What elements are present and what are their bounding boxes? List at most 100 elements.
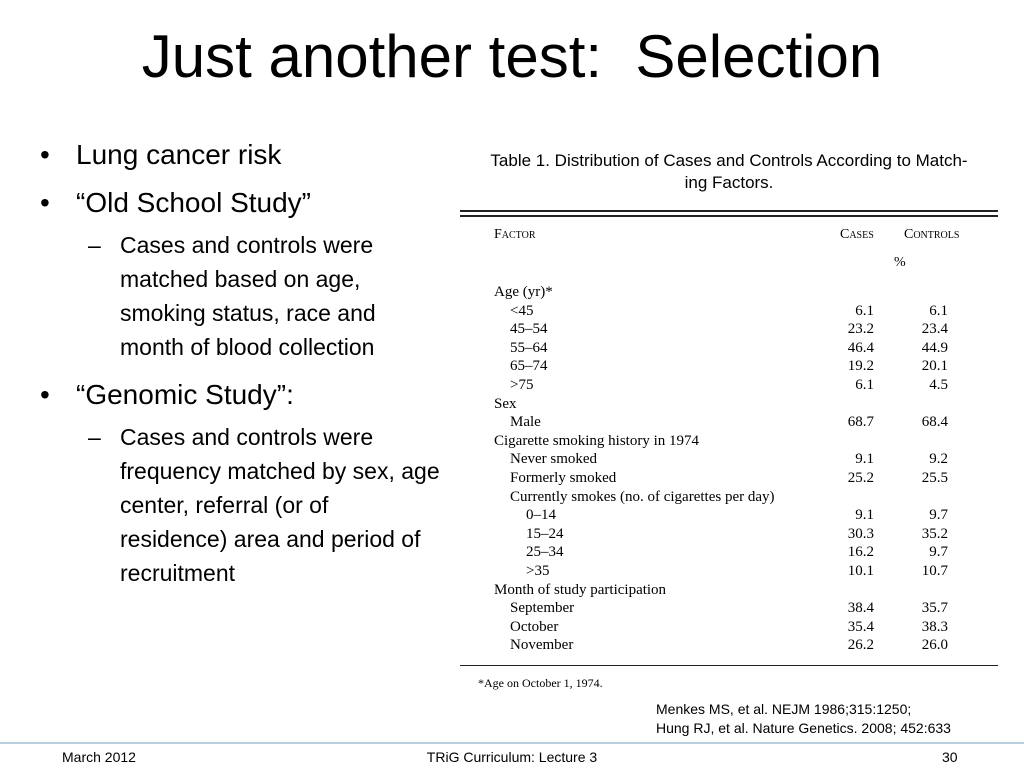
bullet-text: Lung cancer risk [76,139,282,170]
controls-value: 9.7 [929,507,948,524]
header-controls: Controls [904,227,960,242]
row-label: Age (yr)* [494,284,553,300]
sub-bullet-item: – Cases and controls were frequency match… [40,420,440,590]
controls-value: 68.4 [921,414,948,431]
table-header: Factor Cases Controls [460,227,998,249]
footer-course: TRiG Curriculum: Lecture 3 [426,749,598,765]
table-row: November 26.2 26.0 [460,636,998,655]
controls-value: 26.0 [921,637,948,654]
controls-value: 38.3 [921,618,948,635]
bullet-item: • “Old School Study” [40,186,440,220]
footer-page-number: 30 [942,749,958,765]
row-label: 55–64 [510,339,548,356]
table-row: >75 6.1 4.5 [460,376,998,395]
table-row: 55–64 46.4 44.9 [460,339,998,358]
sub-bullet-marker: – [88,424,101,450]
row-label: Male [510,414,541,431]
sub-bullet-marker: – [88,232,101,258]
table-bottom-rule [460,664,998,666]
table-row: <45 6.1 6.1 [460,302,998,321]
controls-value: 9.2 [929,451,948,468]
table-row: Currently smokes (no. of cigarettes per … [460,488,998,507]
cases-value: 23.2 [847,321,874,338]
table-row: >35 10.1 10.7 [460,562,998,581]
table-caption-line-1: Table 1. Distribution of Cases and Contr… [490,151,968,170]
cases-value: 30.3 [847,525,874,542]
table-row: Formerly smoked 25.2 25.5 [460,469,998,488]
sub-bullet-text: Cases and controls were frequency matche… [120,424,440,586]
table-row: Male 68.7 68.4 [460,413,998,432]
sub-bullet-item: – Cases and controls were matched based o… [40,228,440,364]
bullet-item: • “Genomic Study”: [40,378,440,412]
row-label: >75 [510,376,534,393]
header-factor: Factor [494,227,536,242]
controls-value: 35.2 [921,525,948,542]
controls-value: 44.9 [921,339,948,356]
citation-line-2: Hung RJ, et al. Nature Genetics. 2008; 4… [656,720,951,736]
table-row: October 35.4 38.3 [460,618,998,637]
table-figure: Table 1. Distribution of Cases and Contr… [460,150,998,691]
row-label: Currently smokes (no. of cigarettes per … [510,488,775,505]
bullet-text: “Genomic Study”: [76,379,294,410]
row-label: Never smoked [510,451,598,468]
controls-value: 23.4 [921,321,948,338]
table-footnote: *Age on October 1, 1974. [478,675,603,690]
controls-value: 6.1 [929,302,948,319]
bullet-marker: • [40,139,50,170]
controls-value: 4.5 [929,376,948,393]
table-row: Month of study participation [460,581,998,600]
footer-date: March 2012 [62,749,136,765]
controls-value: 20.1 [921,358,948,375]
row-label: Sex [494,395,517,412]
footer-divider [0,742,1024,744]
table-caption-line-2: ing Factors. [684,173,774,192]
cases-value: 9.1 [855,507,874,524]
cases-value: 6.1 [855,376,874,393]
table-row: 15–24 30.3 35.2 [460,525,998,544]
row-label: 65–74 [510,358,548,375]
table-caption: Table 1. Distribution of Cases and Contr… [460,150,998,194]
controls-value: 25.5 [921,469,948,486]
bullet-list: • Lung cancer risk • “Old School Study” – Cas… [40,138,440,604]
controls-value: 35.7 [921,600,948,617]
bullet-text: “Old School Study” [76,187,311,218]
table-row: Sex [460,395,998,414]
row-label: November [510,637,574,654]
slide-title: Just another test: Selection [141,23,883,90]
sub-bullet-text: Cases and controls were matched based on… [120,232,376,360]
row-label: <45 [510,302,534,319]
header-cases: Cases [840,227,874,242]
bullet-marker: • [40,187,50,218]
cases-value: 26.2 [847,637,874,654]
table-body: Age (yr)* <45 6.1 6.1 45–54 23.2 23.4 55–64 46.4… [460,283,998,655]
row-label: >35 [526,562,550,579]
row-label: October [510,618,559,635]
cases-value: 25.2 [847,469,874,486]
citation-line-1: Menkes MS, et al. NEJM 1986;315:1250; [656,701,912,717]
table-row: September 38.4 35.7 [460,599,998,618]
cases-value: 10.1 [847,562,874,579]
cases-value: 68.7 [847,414,874,431]
table-row: Never smoked 9.1 9.2 [460,450,998,469]
row-label: Cigarette smoking history in 1974 [494,432,699,449]
cases-value: 9.1 [855,451,874,468]
bullet-marker: • [40,379,50,410]
cases-value: 6.1 [855,302,874,319]
cases-value: 19.2 [847,358,874,375]
citation: Menkes MS, et al. NEJM 1986;315:1250; Hu… [656,700,951,738]
row-label: Month of study participation [494,581,667,598]
controls-value: 10.7 [921,562,948,579]
cases-value: 38.4 [847,600,874,617]
row-label: 15–24 [526,525,564,542]
row-label: Formerly smoked [510,469,617,486]
table-row: 25–34 16.2 9.7 [460,543,998,562]
table-unit: % [894,255,906,270]
table-row: 0–14 9.1 9.7 [460,506,998,525]
table-row: 45–54 23.2 23.4 [460,320,998,339]
table-unit-row: % [460,249,998,283]
cases-value: 16.2 [847,544,874,561]
table-row: Cigarette smoking history in 1974 [460,432,998,451]
row-label: 0–14 [526,507,556,524]
bullet-item: • Lung cancer risk [40,138,440,172]
cases-value: 46.4 [847,339,874,356]
